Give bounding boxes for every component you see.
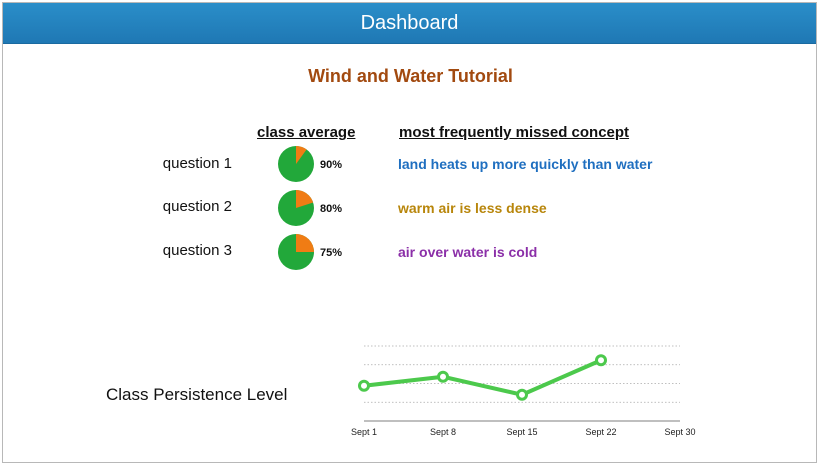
class-average-heading: class average — [257, 124, 356, 141]
question-3-pie — [278, 234, 314, 270]
tutorial-title: Wind and Water Tutorial — [308, 66, 513, 86]
question-3-percent: 75% — [320, 247, 343, 259]
x-tick-label: Sept 15 — [506, 427, 537, 437]
pie-missed-slice — [296, 190, 314, 208]
question-3-concept: air over water is cold — [398, 244, 538, 260]
dashboard-frame — [2, 2, 817, 463]
data-point — [437, 370, 449, 383]
x-tick-label: Sept 30 — [664, 427, 695, 437]
persistence-label: Class Persistence Level — [106, 385, 288, 404]
question-3-label: question 3 — [162, 242, 232, 259]
pie-missed-slice — [296, 234, 314, 252]
question-2-concept: warm air is less dense — [398, 200, 547, 216]
question-1-percent: 90% — [320, 159, 343, 171]
question-1-pie — [278, 146, 314, 182]
persistence-series-line — [363, 358, 602, 397]
data-point — [595, 354, 607, 367]
question-2-label: question 2 — [162, 198, 232, 215]
x-tick-label: Sept 1 — [351, 427, 377, 437]
persistence-line-chart: Sept 1 Sept 8 Sept 15 Sept 22 Sept 30 — [351, 345, 696, 437]
dashboard-header: Dashboard — [3, 3, 816, 44]
x-tick-label: Sept 22 — [585, 427, 616, 437]
data-point — [516, 388, 528, 401]
question-1-label: question 1 — [162, 155, 232, 172]
question-1-concept: land heats up more quickly than water — [398, 156, 653, 172]
x-tick-label: Sept 8 — [430, 427, 456, 437]
data-point — [358, 379, 370, 392]
question-2-percent: 80% — [320, 203, 343, 215]
question-2-pie — [278, 190, 314, 226]
missed-concept-heading: most frequently missed concept — [399, 124, 630, 141]
pie-missed-slice — [296, 146, 307, 164]
